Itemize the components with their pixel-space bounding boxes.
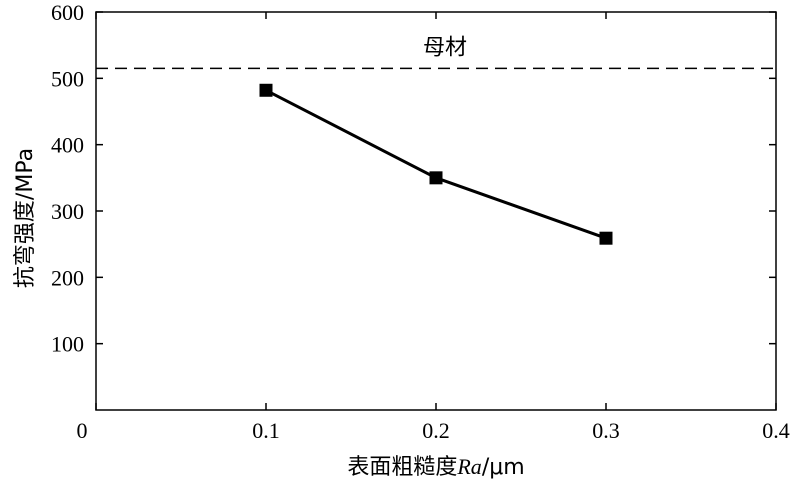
data-point: [599, 231, 613, 245]
x-tick-label: 0.3: [592, 418, 620, 443]
y-tick-label: 300: [51, 199, 84, 224]
data-point: [259, 83, 273, 97]
x-tick-label: 0.4: [762, 418, 790, 443]
y-tick-label: 200: [51, 265, 84, 290]
y-tick-labels: 100 200 300 400 500 600: [51, 0, 84, 357]
x-tick-label: 0: [77, 418, 88, 443]
y-axis-title: 抗弯强度/MPa: [13, 148, 38, 288]
series-line: [265, 88, 607, 240]
plot-frame: [95, 11, 777, 411]
tick-marks: [95, 11, 777, 410]
reference-line-label: 母材: [423, 35, 467, 60]
x-tick-label: 0.1: [252, 418, 280, 443]
series-group: [259, 83, 613, 245]
data-point: [429, 171, 443, 185]
x-tick-label: 0.2: [422, 418, 450, 443]
y-tick-label: 100: [51, 332, 84, 357]
y-tick-label: 400: [51, 133, 84, 158]
x-tick-labels: 0 0.1 0.2 0.3 0.4: [77, 418, 790, 443]
x-axis-title: 表面粗糙度Ra/μm: [347, 454, 524, 480]
y-tick-label: 600: [51, 0, 84, 25]
y-tick-label: 500: [51, 66, 84, 91]
